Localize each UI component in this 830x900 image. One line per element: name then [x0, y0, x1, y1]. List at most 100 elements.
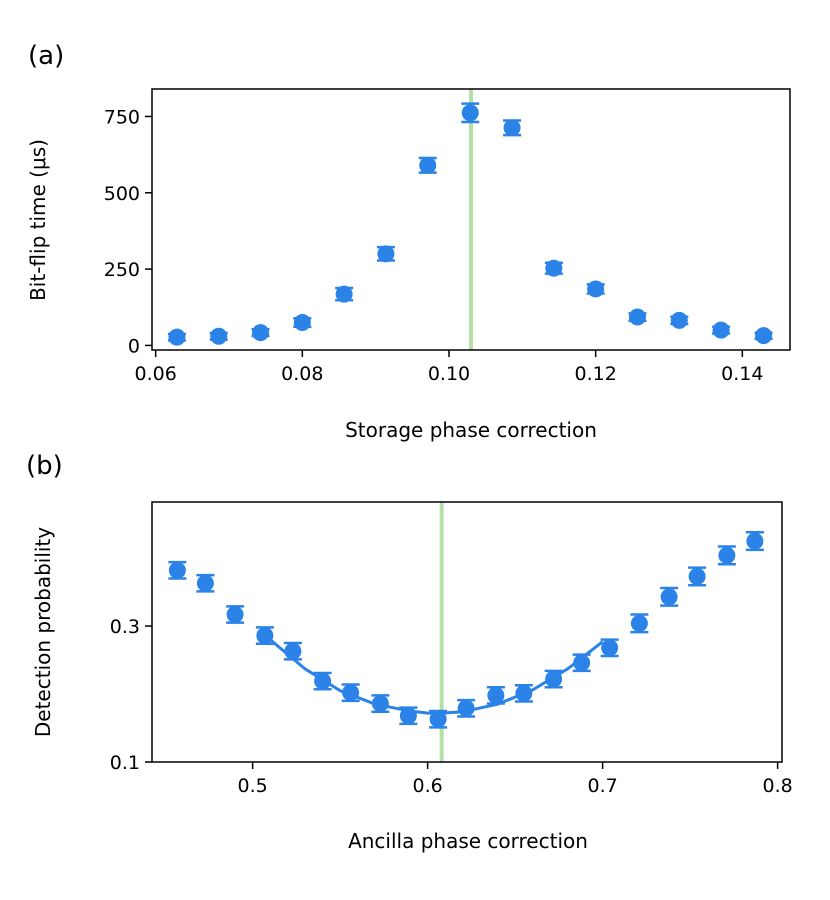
data-point: [514, 683, 533, 703]
x-tick-label: 0.6: [413, 775, 443, 797]
data-point: [717, 545, 736, 566]
x-tick-label: 0.5: [238, 775, 268, 797]
marker: [587, 280, 605, 298]
data-point: [600, 638, 619, 658]
marker: [628, 308, 646, 326]
data-point: [745, 530, 764, 552]
marker: [630, 614, 648, 632]
data-point: [572, 653, 591, 673]
x-tick-label: 0.14: [721, 363, 763, 385]
marker: [461, 104, 479, 122]
panel-a-y-axis-label: Bit-flip time (μs): [26, 139, 50, 301]
data-point: [429, 709, 448, 729]
marker: [210, 327, 228, 345]
data-point: [226, 605, 245, 624]
y-tick-label: 250: [104, 259, 140, 281]
panel-a-plot-area: [167, 89, 773, 350]
data-point: [251, 324, 270, 342]
panel-a-x-axis-label: Storage phase correction: [345, 418, 597, 442]
marker: [503, 119, 521, 137]
marker: [457, 699, 475, 717]
data-point: [457, 698, 476, 718]
data-point: [196, 573, 215, 593]
panel-b-label: (b): [26, 451, 63, 481]
panel-b: (b) 0.5 0.6 0.7 0.8 0.1 0.3 Ancilla phase cor…: [26, 451, 793, 853]
marker: [545, 670, 563, 688]
data-point: [376, 245, 395, 263]
data-point: [167, 328, 186, 346]
panel-a-label: (a): [28, 41, 64, 71]
marker: [284, 642, 302, 660]
marker: [419, 156, 437, 174]
marker: [293, 314, 311, 332]
x-tick-label: 0.12: [575, 363, 617, 385]
marker: [746, 532, 764, 550]
data-point: [341, 683, 360, 703]
data-point: [544, 259, 563, 277]
marker: [168, 328, 186, 346]
data-point: [255, 626, 274, 645]
data-point: [371, 694, 390, 713]
marker: [226, 605, 244, 623]
marker: [688, 567, 706, 585]
data-point: [670, 311, 689, 329]
marker: [252, 324, 270, 342]
panel-b-ticks: 0.5 0.6 0.7 0.8 0.1 0.3: [110, 616, 793, 797]
marker: [335, 285, 353, 303]
x-tick-label: 0.10: [428, 363, 470, 385]
marker: [196, 574, 214, 592]
marker: [342, 684, 360, 702]
x-tick-label: 0.7: [588, 775, 618, 797]
marker: [314, 672, 332, 690]
data-point: [688, 566, 707, 587]
x-tick-label: 0.08: [281, 363, 323, 385]
marker: [718, 546, 736, 564]
data-point: [486, 685, 505, 705]
panel-b-x-axis-label: Ancilla phase correction: [348, 829, 588, 853]
data-point: [418, 156, 437, 174]
y-tick-label: 0: [128, 335, 140, 357]
marker: [755, 327, 773, 345]
x-tick-label: 0.8: [763, 775, 793, 797]
x-tick-label: 0.06: [135, 363, 177, 385]
y-tick-label: 0.1: [110, 752, 140, 774]
panel-a: (a) 0.06 0.08 0.10 0.12 0.14 0 250 500 750 Stora…: [26, 41, 791, 442]
data-point: [630, 613, 649, 634]
data-point: [544, 669, 563, 689]
data-point: [586, 280, 605, 298]
data-point: [503, 119, 522, 137]
marker: [545, 259, 563, 277]
data-point: [293, 314, 312, 332]
marker: [515, 684, 533, 702]
panel-b-frame: [151, 501, 783, 763]
data-point: [399, 706, 418, 726]
data-point: [313, 671, 332, 691]
data-point: [209, 327, 228, 345]
marker: [429, 710, 447, 728]
marker: [601, 639, 619, 657]
panel-b-plot-area: [168, 502, 764, 762]
data-point: [335, 285, 354, 303]
marker: [399, 707, 417, 725]
data-point: [168, 560, 187, 580]
marker: [371, 695, 389, 713]
data-point: [628, 308, 647, 326]
panel-a-frame: [151, 88, 791, 351]
data-point: [283, 641, 302, 661]
panel-b-y-axis-label: Detection probability: [31, 527, 55, 737]
y-tick-label: 0.3: [110, 616, 140, 638]
marker: [168, 561, 186, 579]
marker: [670, 311, 688, 329]
marker: [256, 627, 274, 645]
y-tick-label: 750: [104, 106, 140, 128]
marker: [573, 654, 591, 672]
data-point: [461, 102, 480, 124]
marker: [377, 245, 395, 263]
marker: [712, 321, 730, 339]
marker: [487, 686, 505, 704]
y-tick-label: 500: [104, 183, 140, 205]
panel-a-ticks: 0.06 0.08 0.10 0.12 0.14 0 250 500 750: [104, 106, 764, 385]
marker: [660, 588, 678, 606]
data-point: [754, 327, 773, 345]
data-point: [712, 321, 731, 339]
